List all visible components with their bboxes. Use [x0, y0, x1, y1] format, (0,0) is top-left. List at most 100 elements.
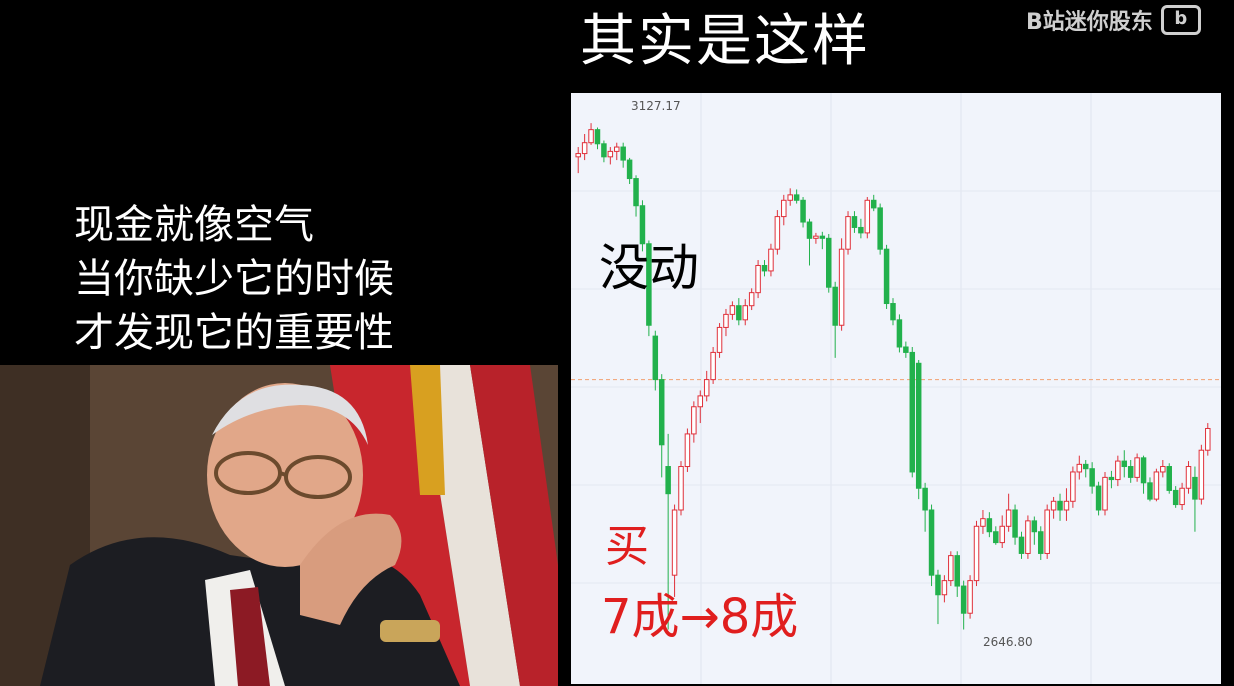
candle: [748, 288, 755, 311]
candle: [716, 323, 723, 358]
candle-body: [870, 199, 877, 209]
candle: [838, 238, 845, 331]
portrait-photo: [0, 365, 558, 686]
candle-body: [1115, 460, 1121, 481]
candle-body: [665, 466, 671, 495]
candle-body: [1076, 463, 1083, 473]
candle: [915, 360, 922, 500]
candle: [813, 232, 819, 244]
candle: [973, 520, 980, 587]
candle-body: [1102, 476, 1108, 511]
candle-body: [723, 313, 729, 328]
candle: [1179, 482, 1185, 510]
candle: [697, 390, 704, 424]
candle-body: [1166, 466, 1172, 491]
candle: [781, 194, 787, 226]
candle-body: [729, 305, 736, 315]
chart-high-label: 3127.17: [631, 99, 681, 113]
candle-body: [1063, 500, 1070, 511]
candle-body: [639, 205, 646, 245]
page-title: 其实是这样: [580, 9, 870, 74]
candle: [787, 188, 793, 206]
candle-body: [896, 319, 903, 348]
candle-body: [1018, 536, 1025, 554]
candle-body: [633, 178, 639, 207]
candle: [1095, 481, 1102, 516]
candle-body: [877, 207, 883, 250]
candlestick-chart: 3127.17 2646.80 没动 买 7成→8成: [571, 93, 1221, 684]
candle: [935, 569, 941, 625]
candle-body: [658, 379, 665, 446]
candle: [928, 504, 935, 587]
candle-body: [909, 351, 916, 473]
candle-body: [1172, 489, 1179, 506]
candle-body: [973, 525, 980, 582]
candle-body: [594, 129, 601, 145]
candle: [832, 281, 838, 358]
candle: [1012, 504, 1018, 545]
candle: [620, 142, 626, 168]
candle: [1038, 526, 1044, 560]
candle: [614, 142, 620, 161]
candle-body: [781, 199, 787, 218]
candle: [858, 218, 864, 239]
annotation-position: 7成→8成: [601, 589, 799, 645]
candle: [761, 260, 768, 277]
candle: [1127, 460, 1134, 483]
candle-body: [614, 146, 620, 152]
candle-body: [1192, 476, 1198, 500]
candle: [1050, 496, 1057, 519]
candle: [1121, 450, 1128, 478]
candle: [1018, 531, 1025, 559]
candle-body: [1179, 487, 1185, 506]
candle-body: [1134, 457, 1140, 478]
candle-body: [1121, 460, 1128, 468]
candle-body: [915, 362, 922, 489]
candle: [729, 301, 736, 320]
candle-body: [1050, 500, 1057, 511]
candle: [999, 515, 1005, 549]
candle-body: [858, 226, 864, 234]
candle: [954, 551, 960, 597]
candle: [646, 240, 652, 337]
candle-body: [806, 221, 813, 239]
candle-body: [710, 351, 716, 381]
candle-body: [851, 216, 858, 228]
candle: [1147, 477, 1153, 502]
candle: [1082, 460, 1089, 478]
candle: [1160, 460, 1166, 478]
candle: [1166, 463, 1172, 494]
candle-body: [883, 248, 890, 305]
candle: [967, 575, 973, 619]
candle: [601, 140, 607, 163]
candle-body: [761, 264, 768, 272]
candle-body: [922, 487, 928, 511]
candle: [877, 203, 883, 255]
candle-body: [703, 379, 710, 397]
candle: [639, 200, 646, 252]
candle: [684, 428, 691, 472]
candle-body: [678, 466, 684, 511]
candle-body: [948, 555, 954, 582]
candle-body: [1205, 427, 1211, 451]
bilibili-logo-icon: b: [1160, 5, 1201, 35]
candle-body: [1127, 466, 1134, 478]
candle: [575, 147, 581, 174]
candle-body: [742, 305, 748, 321]
quote-line-1: 现金就像空气: [74, 202, 314, 248]
portrait-illustration: [0, 365, 558, 686]
candle-body: [1005, 509, 1012, 527]
candle: [903, 341, 909, 358]
candle-body: [774, 216, 781, 250]
candle: [941, 575, 948, 603]
candle-body: [588, 129, 594, 144]
candle: [633, 175, 639, 217]
candle-body: [928, 509, 935, 576]
candle-body: [845, 216, 851, 250]
candle-body: [1025, 520, 1031, 554]
candle: [1205, 423, 1211, 456]
candle: [594, 127, 601, 150]
candle-body: [620, 146, 626, 161]
candle: [658, 374, 665, 478]
candle-body: [1108, 476, 1115, 481]
